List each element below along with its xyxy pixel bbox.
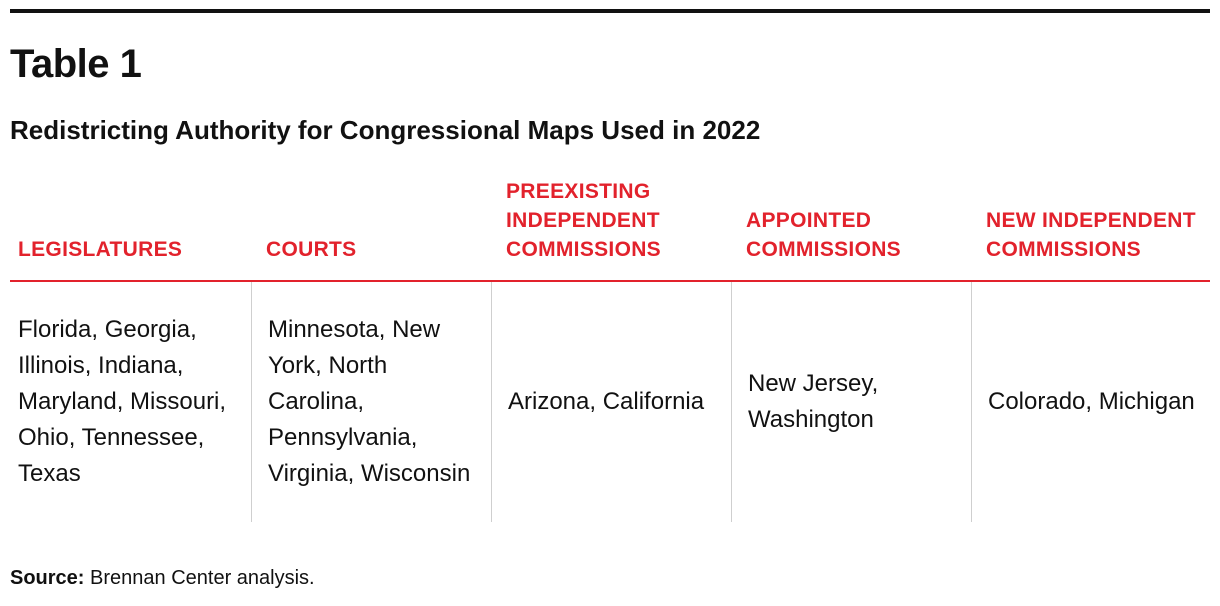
column-header-courts: COURTS xyxy=(266,238,357,261)
column-header-preexisting-independent-commissions: PREEXISTING INDEPENDENT COMMISSIONS xyxy=(506,180,661,261)
table-subtitle: Redistricting Authority for Congressiona… xyxy=(10,115,761,145)
table-header-row: LEGISLATURES COURTS PREEXISTING INDEPEND… xyxy=(10,170,1210,280)
source-note: Source: Brennan Center analysis. xyxy=(10,564,315,592)
cell-text-new-independent-commissions: Colorado, Michigan xyxy=(988,388,1195,415)
cell-text-appointed-commissions: New Jersey, Washington xyxy=(748,370,879,433)
table-title: Table 1 xyxy=(10,42,142,86)
cell-courts: Minnesota, New York, North Carolina, Pen… xyxy=(260,282,500,522)
table-row: Florida, Georgia, Illinois, Indiana, Mar… xyxy=(10,282,1210,522)
column-header-appointed-commissions: APPOINTED COMMISSIONS xyxy=(746,209,901,261)
source-text: Brennan Center analysis. xyxy=(90,567,315,589)
cell-appointed-commissions: New Jersey, Washington xyxy=(740,282,980,522)
cell-text-legislatures: Florida, Georgia, Illinois, Indiana, Mar… xyxy=(18,316,227,487)
column-header-legislatures: LEGISLATURES xyxy=(18,238,183,261)
cell-new-independent-commissions: Colorado, Michigan xyxy=(980,282,1220,522)
cell-legislatures: Florida, Georgia, Illinois, Indiana, Mar… xyxy=(10,282,250,522)
column-divider xyxy=(251,282,252,522)
column-divider xyxy=(971,282,972,522)
column-divider xyxy=(731,282,732,522)
cell-text-courts: Minnesota, New York, North Carolina, Pen… xyxy=(268,316,471,487)
header-divider xyxy=(10,280,1210,282)
cell-preexisting-independent-commissions: Arizona, California xyxy=(500,282,740,522)
top-rule xyxy=(10,9,1210,13)
cell-text-preexisting-independent-commissions: Arizona, California xyxy=(508,388,705,415)
column-header-new-independent-commissions: NEW INDEPENDENT COMMISSIONS xyxy=(986,209,1196,261)
column-divider xyxy=(491,282,492,522)
source-label: Source: xyxy=(10,567,85,589)
